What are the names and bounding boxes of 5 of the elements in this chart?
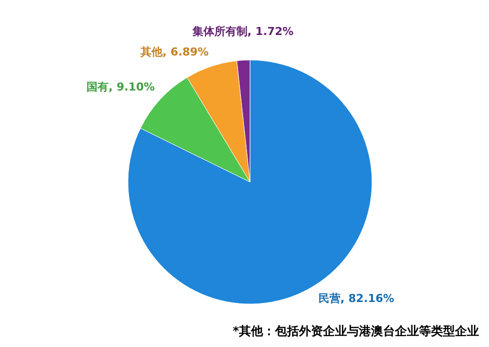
slice-label: 民营, 82.16% (318, 292, 394, 305)
slice-label: 其他, 6.89% (140, 45, 209, 58)
slice-label: 国有, 9.10% (86, 80, 155, 94)
text: *其他：包括外资企业与港澳台企业等类型企业 (232, 324, 479, 338)
slice-label: 集体所有制, 1.72% (191, 24, 294, 38)
